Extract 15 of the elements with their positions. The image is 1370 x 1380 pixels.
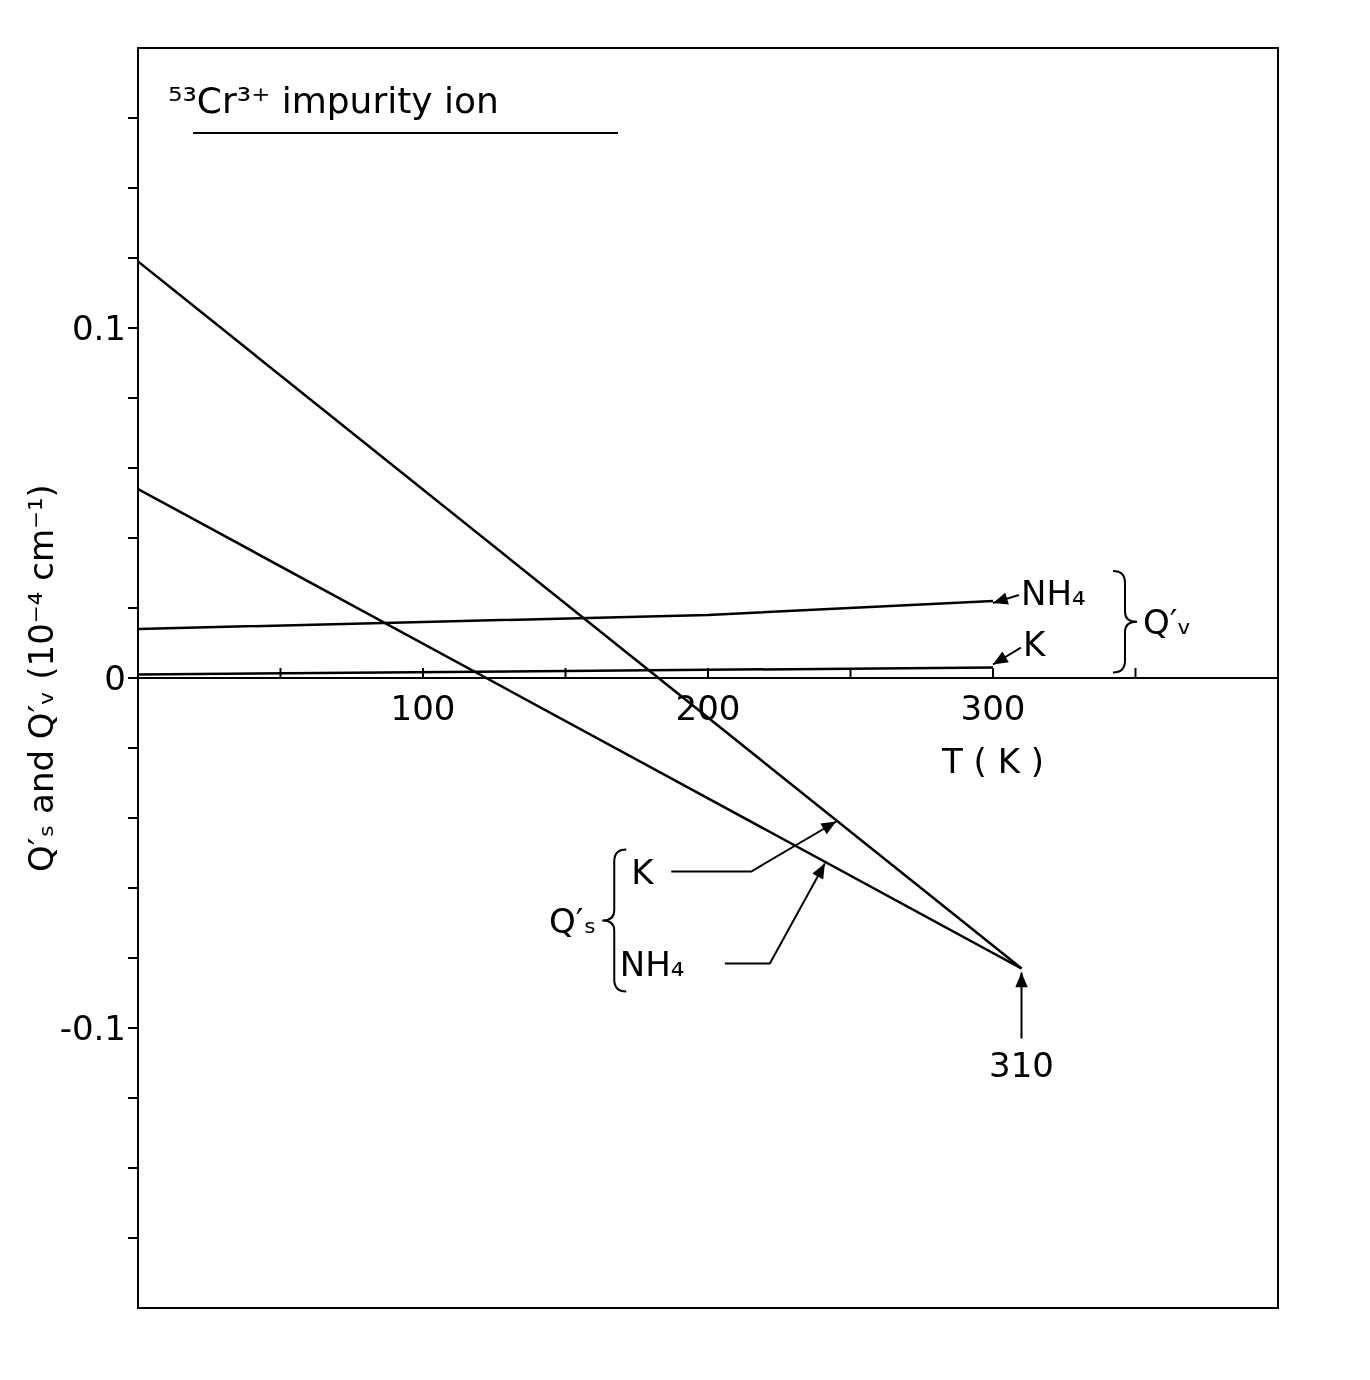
- x-axis-title: T ( K ): [940, 741, 1045, 781]
- y-tick-label: -0.1: [59, 1008, 126, 1049]
- y-tick-label: 0.1: [71, 308, 126, 349]
- annotation: NH₄: [1021, 573, 1086, 613]
- annotation: Q′ₛ: [549, 900, 597, 941]
- annotation: Q′ᵥ: [1143, 601, 1192, 642]
- annotation: K: [1023, 623, 1047, 664]
- annotation: 310: [989, 1044, 1054, 1085]
- y-axis-title: Q′ₛ and Q′ᵥ (10⁻⁴ cm⁻¹): [21, 484, 61, 872]
- annotation: NH₄: [619, 943, 685, 984]
- x-tick-label: 100: [390, 688, 456, 728]
- x-tick-label: 300: [960, 688, 1026, 728]
- y-tick-label: 0: [104, 658, 126, 699]
- annotation: K: [631, 851, 656, 892]
- text: ⁵³Cr³⁺ impurity ion: [168, 80, 499, 121]
